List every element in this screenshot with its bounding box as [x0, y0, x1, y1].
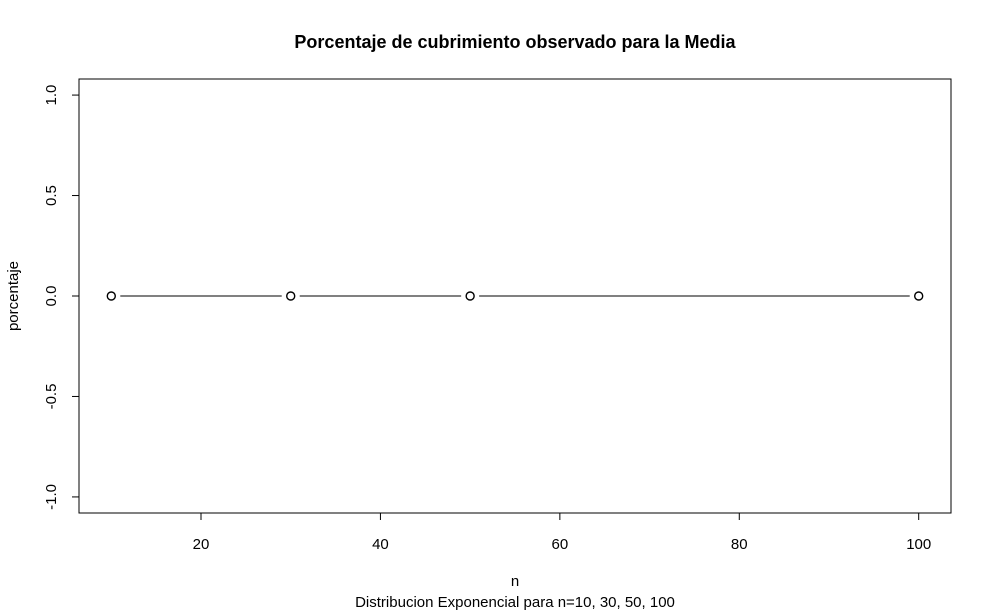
x-tick-label: 60	[552, 536, 569, 553]
data-point	[465, 291, 475, 301]
y-tick-label: 0.5	[43, 185, 60, 206]
data-point	[106, 291, 116, 301]
x-tick-label: 40	[372, 536, 389, 553]
x-axis-label: n	[511, 573, 519, 590]
x-tick-label: 80	[731, 536, 748, 553]
y-tick-label: -0.5	[43, 384, 60, 410]
chart-title: Porcentaje de cubrimiento observado para…	[294, 32, 736, 52]
data-point	[914, 291, 924, 301]
data-point	[286, 291, 296, 301]
chart-subtitle: Distribucion Exponencial para n=10, 30, …	[355, 594, 675, 611]
series-points	[106, 291, 924, 301]
x-tick-label: 20	[193, 536, 210, 553]
y-tick-label: 1.0	[43, 85, 60, 106]
x-axis-ticks: 20 40 60 80 100	[193, 513, 931, 553]
y-tick-label: 0.0	[43, 286, 60, 307]
y-axis-ticks: -1.0 -0.5 0.0 0.5 1.0	[43, 85, 79, 510]
y-tick-label: -1.0	[43, 484, 60, 510]
x-tick-label: 100	[906, 536, 931, 553]
y-axis-label: porcentaje	[5, 261, 22, 331]
